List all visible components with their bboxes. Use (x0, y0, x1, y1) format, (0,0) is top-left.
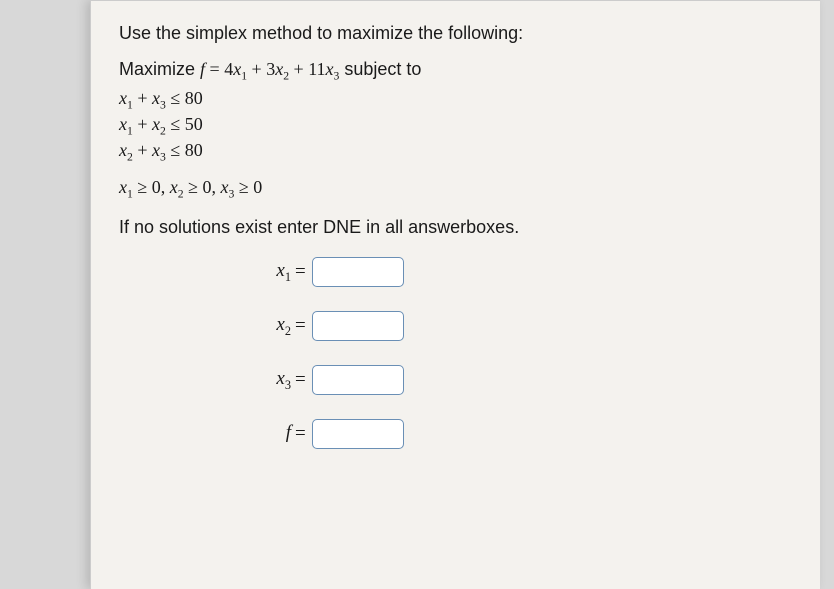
alv: x (276, 314, 284, 335)
c1rel: ≤ (166, 88, 185, 108)
objective-line: Maximize f = 4x1 + 3x2 + 11x3 subject to (119, 57, 792, 84)
c1op: + (133, 88, 152, 108)
v1: x (233, 59, 241, 79)
objective-tail: subject to (339, 59, 421, 79)
answer-eq: = (295, 421, 306, 447)
constraint-row: x1 + x2 ≤ 50 (119, 113, 792, 139)
v3: x (326, 59, 334, 79)
answer-label: x3 (239, 366, 291, 393)
c3t2v: x (152, 140, 160, 160)
alv: f (286, 422, 291, 443)
dne-prompt: If no solutions exist enter DNE in all a… (119, 215, 792, 239)
c2op: + (133, 114, 152, 134)
c2: 3 (266, 59, 275, 79)
alv: x (276, 260, 284, 281)
c2t2v: x (152, 114, 160, 134)
nn3r: ≥ 0 (234, 177, 262, 197)
c3op: + (133, 140, 152, 160)
intro-text: Use the simplex method to maximize the f… (119, 21, 792, 45)
answer-eq: = (295, 367, 306, 393)
c3rel: ≤ (166, 140, 185, 160)
answer-row-x2: x2 = (239, 311, 792, 341)
answer-label: x1 (239, 258, 291, 285)
v2: x (275, 59, 283, 79)
objective-lead: Maximize (119, 59, 200, 79)
c2rel: ≤ (166, 114, 185, 134)
answer-input-f[interactable] (312, 419, 404, 449)
c2t1v: x (119, 114, 127, 134)
nn1r: ≥ 0, (133, 177, 170, 197)
c3t1v: x (119, 140, 127, 160)
objective-eq: = (205, 59, 224, 79)
c1t1v: x (119, 88, 127, 108)
answer-label: f (239, 420, 291, 447)
nn2r: ≥ 0, (184, 177, 221, 197)
c1t2v: x (152, 88, 160, 108)
plus1: + (247, 59, 266, 79)
c3rhs: 80 (185, 140, 203, 160)
answer-input-x2[interactable] (312, 311, 404, 341)
answer-row-x1: x1 = (239, 257, 792, 287)
constraints: x1 + x3 ≤ 80 x1 + x2 ≤ 50 x2 + x3 ≤ 80 (119, 87, 792, 166)
answer-eq: = (295, 259, 306, 285)
alv: x (276, 368, 284, 389)
answer-row-x3: x3 = (239, 365, 792, 395)
problem-page: Use the simplex method to maximize the f… (90, 0, 820, 589)
answer-label: x2 (239, 312, 291, 339)
plus2: + (289, 59, 308, 79)
als: 1 (285, 270, 291, 284)
nn1v: x (119, 177, 127, 197)
answer-input-x3[interactable] (312, 365, 404, 395)
c2rhs: 50 (185, 114, 203, 134)
answers-block: x1 = x2 = x3 = f = (239, 257, 792, 449)
nn2v: x (170, 177, 178, 197)
c1rhs: 80 (185, 88, 203, 108)
c3: 11 (308, 59, 325, 79)
answer-row-f: f = (239, 419, 792, 449)
als: 2 (285, 324, 291, 338)
answer-eq: = (295, 313, 306, 339)
c1: 4 (224, 59, 233, 79)
constraint-row: x2 + x3 ≤ 80 (119, 139, 792, 165)
answer-input-x1[interactable] (312, 257, 404, 287)
nonneg-line: x1 ≥ 0, x2 ≥ 0, x3 ≥ 0 (119, 175, 792, 202)
als: 3 (285, 378, 291, 392)
constraint-row: x1 + x3 ≤ 80 (119, 87, 792, 113)
